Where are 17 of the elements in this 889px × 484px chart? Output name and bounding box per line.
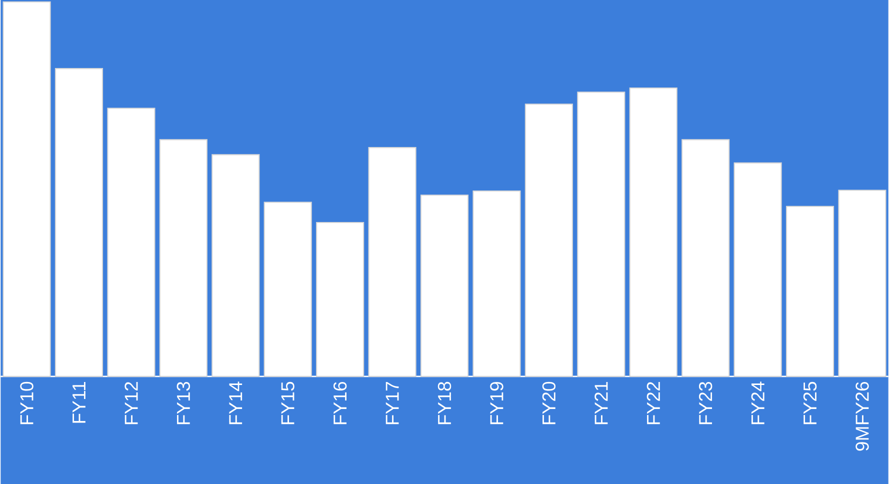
x-tick-label: FY11 <box>72 382 86 423</box>
x-tick-label: 9MFY26 <box>856 382 869 451</box>
x-tick-label: FY22 <box>646 382 660 424</box>
x-tick-label: FY17 <box>386 382 399 424</box>
x-tick-label: FY21 <box>594 382 608 424</box>
x-tick-label: FY10 <box>20 382 34 424</box>
x-tick-label: FY12 <box>124 382 138 424</box>
x-tick-label: FY16 <box>333 382 347 424</box>
x-tick-label: FY14 <box>229 382 242 424</box>
x-tick-label: FY23 <box>698 382 712 424</box>
x-tick-label: FY25 <box>803 382 817 424</box>
x-tick-label: FY18 <box>438 382 452 424</box>
x-tick-label: FY13 <box>176 382 190 424</box>
x-tick-label: FY19 <box>490 382 504 424</box>
x-tick-label: FY24 <box>751 382 764 424</box>
x-tick-label: FY15 <box>281 382 294 424</box>
x-tick-label: FY20 <box>542 382 556 424</box>
